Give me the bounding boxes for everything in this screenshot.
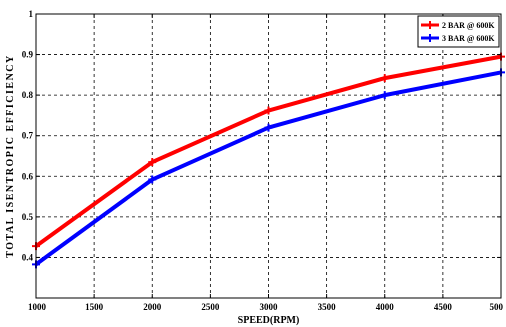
x-tick-label: 1000 — [28, 302, 47, 312]
legend-item: 3 BAR @ 600K — [421, 34, 495, 43]
x-tick-label: 500 — [490, 302, 504, 312]
y-tick-label: 0.9 — [22, 50, 34, 60]
data-point — [264, 123, 273, 132]
y-tick-label: 0.4 — [22, 252, 34, 262]
y-tick-label: 0.8 — [22, 90, 34, 100]
x-tick-label: 3000 — [260, 302, 279, 312]
series-line — [34, 70, 502, 266]
data-point — [380, 74, 389, 83]
legend-label: 2 BAR @ 600K — [442, 21, 495, 30]
grid — [36, 14, 501, 298]
data-point — [148, 158, 157, 167]
x-tick-label: 4500 — [434, 302, 453, 312]
x-tick-label: 2000 — [143, 302, 162, 312]
legend-marker — [426, 34, 434, 42]
y-tick-label: 1 — [29, 9, 34, 19]
data-point — [380, 91, 389, 100]
legend-item: 2 BAR @ 600K — [421, 21, 495, 30]
y-tick-label: 0.7 — [22, 131, 34, 141]
y-tick-label: 0.6 — [22, 171, 34, 181]
y-axis-title: TOTAL ISENTROPIC EFFICIENCY — [5, 54, 16, 258]
x-tick-label: 1500 — [85, 302, 104, 312]
ticks: 1000 1500 2000 2500 3000 3500 4000 4500 500 0.4 0.… — [22, 9, 504, 312]
x-tick-label: 2500 — [201, 302, 220, 312]
legend-label: 3 BAR @ 600K — [442, 34, 495, 43]
x-tick-label: 4000 — [376, 302, 395, 312]
data-point — [148, 175, 157, 184]
legend-marker — [426, 21, 434, 29]
y-tick-label: 0.5 — [22, 212, 34, 222]
x-tick-label: 3500 — [318, 302, 337, 312]
x-axis-title: SPEED(RPM) — [238, 315, 300, 326]
legend: 2 BAR @ 600K 3 BAR @ 600K — [417, 15, 500, 48]
data-point — [264, 106, 273, 115]
legend-box — [417, 15, 500, 48]
